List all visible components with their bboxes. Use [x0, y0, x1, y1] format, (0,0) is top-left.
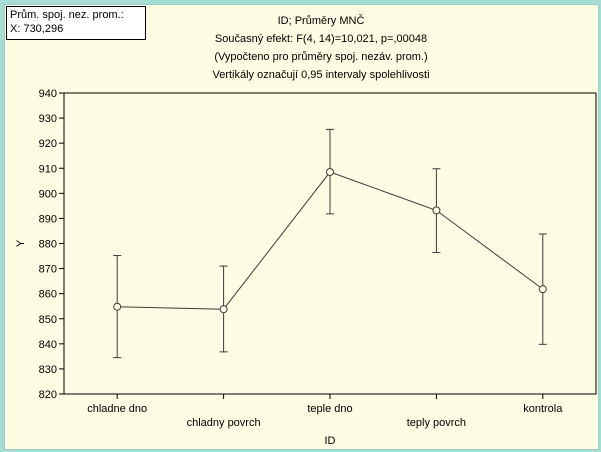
y-tick-label: 910 — [39, 163, 57, 175]
x-tick-label: teple dno — [307, 403, 352, 415]
chart-title-line-3: (Vypočteno pro průměry spoj. nezáv. prom… — [214, 51, 427, 63]
x-axis: chladne dno chladny povrch teple dno teply … — [87, 394, 563, 429]
y-tick-label: 880 — [39, 239, 57, 251]
y-axis-label: Y — [15, 239, 27, 247]
data-point — [113, 302, 122, 311]
y-tick-label: 860 — [39, 289, 57, 301]
data-point — [538, 285, 547, 294]
x-tick-label: kontrola — [523, 403, 563, 415]
y-tick-label: 850 — [39, 314, 57, 326]
data-point — [219, 305, 228, 314]
readout-label: Prům. spoj. nez. prom.: — [10, 9, 124, 21]
y-tick-label: 890 — [39, 213, 57, 225]
x-tick-label: chladny povrch — [187, 417, 261, 429]
chart-title-line-4: Vertikály označují 0,95 intervaly spoleh… — [212, 69, 429, 81]
chart-title-block: ID; Průměry MNČ Současný efekt: F(4, 14)… — [212, 14, 429, 81]
series-group — [113, 128, 547, 359]
y-tick-label: 830 — [39, 364, 57, 376]
chart-title-line-1: ID; Průměry MNČ — [278, 14, 365, 27]
y-tick-label: 820 — [39, 389, 57, 401]
data-point — [326, 168, 334, 177]
y-tick-label: 940 — [39, 88, 57, 100]
y-tick-label: 840 — [39, 339, 57, 351]
y-tick-label: 900 — [39, 188, 57, 200]
y-tick-label: 920 — [39, 138, 57, 150]
y-tick-label: 930 — [39, 113, 57, 125]
x-tick-label: chladne dno — [87, 403, 147, 415]
y-tick-label: 870 — [39, 264, 57, 276]
data-point — [432, 206, 441, 215]
y-axis: 820 830 840 850 860 870 880 890 900 910 920 930 940 — [39, 88, 64, 401]
x-tick-label: teply povrch — [407, 417, 466, 429]
crosshair-readout: Prům. spoj. nez. prom.: X: 730,296 — [6, 6, 146, 40]
chart-title-line-2: Současný efekt: F(4, 14)=10,021, p=,0004… — [215, 33, 427, 45]
x-axis-label: ID — [325, 435, 336, 447]
chart-frame — [4, 4, 599, 450]
readout-value: X: 730,296 — [10, 23, 64, 35]
